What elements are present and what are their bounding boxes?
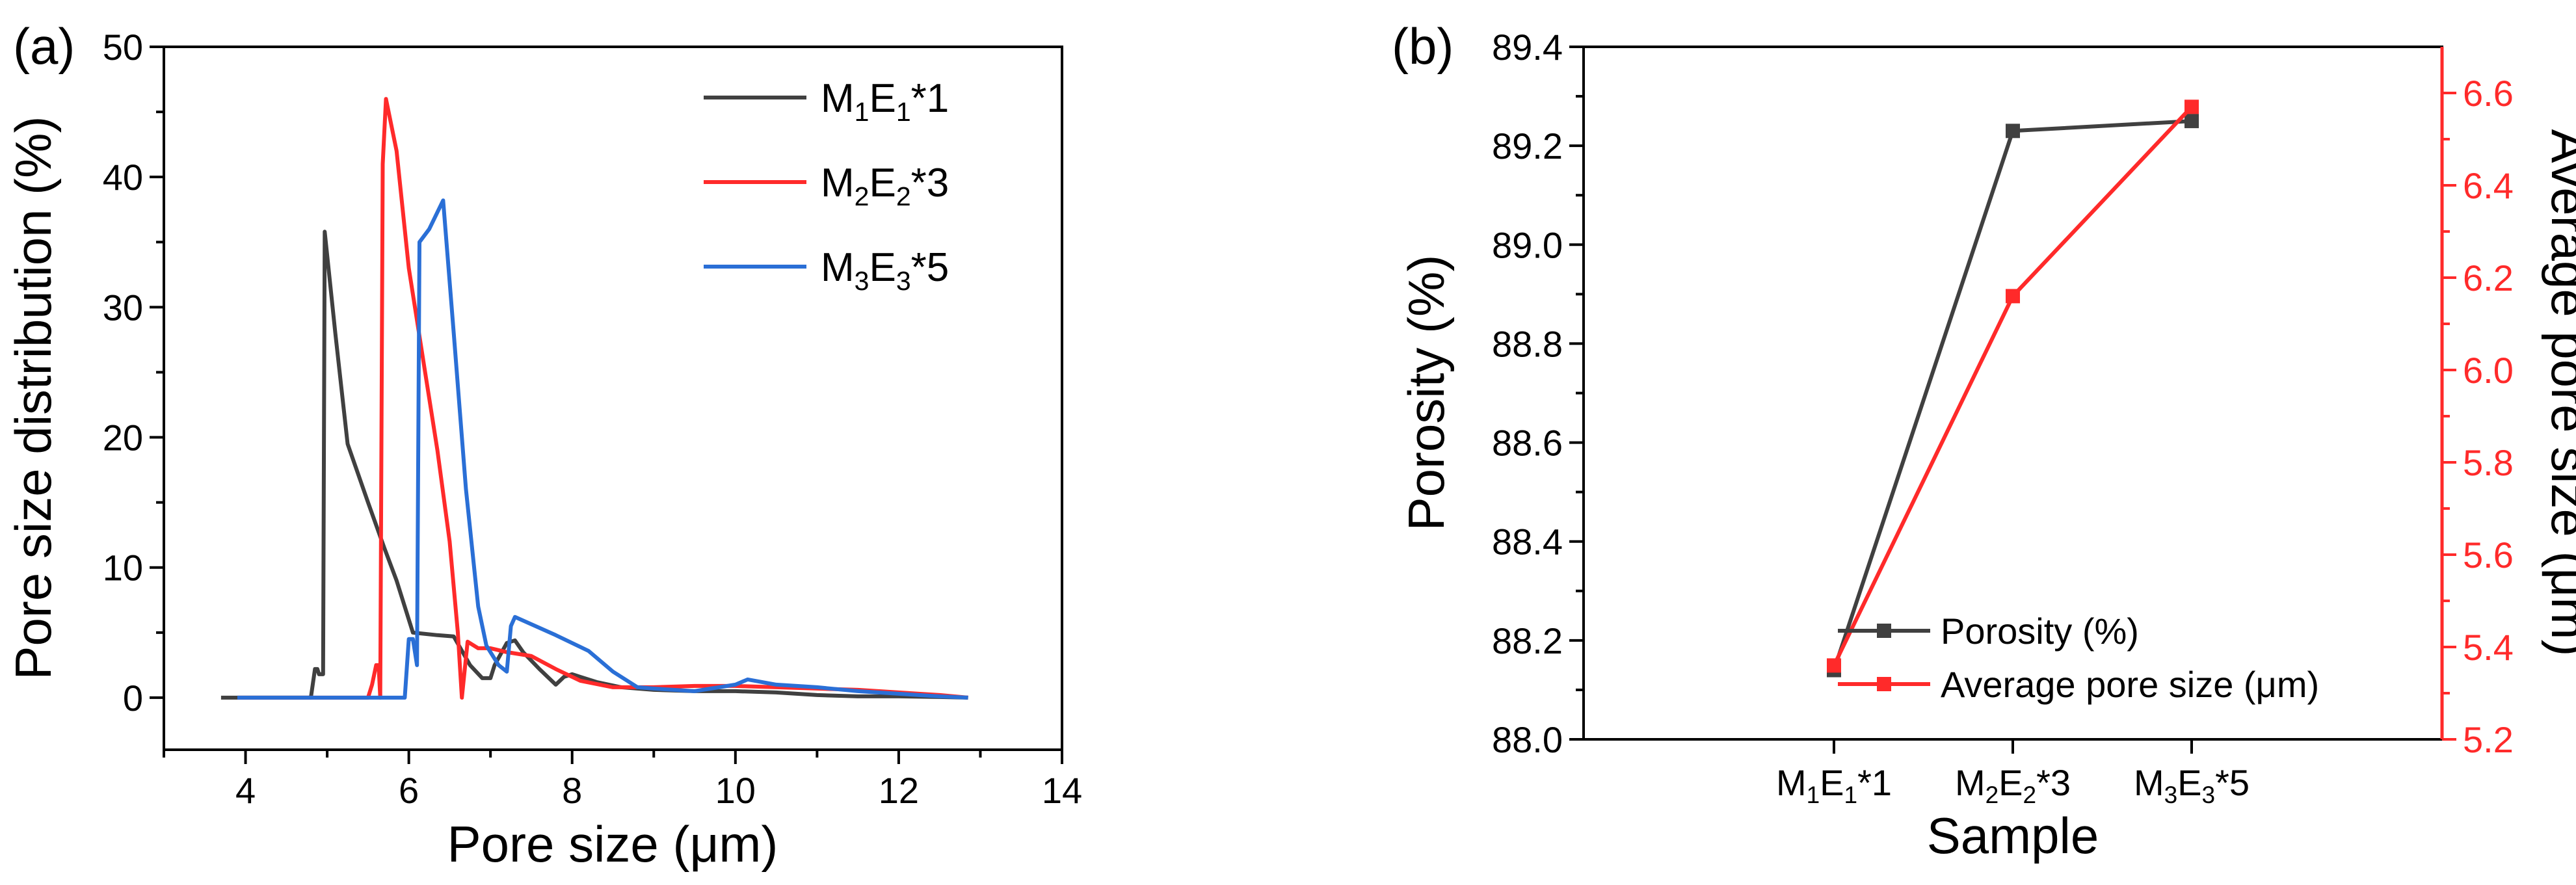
panel-b-y-tick-label: 88.4 xyxy=(1492,522,1563,562)
panel-a-x-tick-label: 4 xyxy=(235,770,256,811)
panel-b-x-tick-label-1-part: M xyxy=(1776,762,1807,803)
panel-b-x-tick-label-3-part: E xyxy=(2177,762,2201,803)
panel-a-legend-label-1-part: E xyxy=(869,76,896,121)
panel-b-y2-tick-label: 6.2 xyxy=(2463,258,2514,298)
panel-a-legend-label-2: M2E2*3 xyxy=(821,161,949,211)
panel-b-x-tick-label-3-part: M xyxy=(2134,762,2164,803)
panel-a-y-tick-label: 20 xyxy=(103,417,143,458)
panel-a-legend-label-3-part: *5 xyxy=(911,245,949,290)
panel-a-legend-label-3-part: E xyxy=(869,245,896,290)
panel-a-legend-label-1-part: *1 xyxy=(911,76,949,121)
panel-a-legend-label-2-part: E xyxy=(869,161,896,205)
panel-a-series-line-1 xyxy=(220,230,968,700)
panel-b-y2-tick-label: 5.8 xyxy=(2463,442,2514,483)
panel-b-x-tick-label-3-subscript: 3 xyxy=(2202,782,2216,808)
panel-b-x-tick-label-1-part: E xyxy=(1820,762,1844,803)
panel-a-x-tick-label: 6 xyxy=(399,770,419,811)
panel-b-x-tick-label-1-part: *1 xyxy=(1857,762,1892,803)
panel-b-legend-marker-1 xyxy=(1877,624,1891,638)
panel-b-legend-label-2: Average pore size (μm) xyxy=(1941,664,2319,705)
panel-a-legend-label-1-part: M xyxy=(821,76,855,121)
panel-b-tag: (b) xyxy=(1392,18,1454,75)
panel-b-series-1-point-3 xyxy=(2184,114,2199,129)
panel-a-legend-label-2-subscript: 2 xyxy=(855,181,870,211)
panel-a-series-line-3 xyxy=(237,198,968,700)
panel-a-y-tick-label: 40 xyxy=(103,157,143,198)
panel-b-x-tick-label-3: M3E3*5 xyxy=(2134,762,2250,808)
panel-b-y2-tick-label: 5.6 xyxy=(2463,535,2514,575)
panel-a-plot-frame xyxy=(163,46,1063,751)
panel-b-series-line-1 xyxy=(1832,119,2192,671)
panel-a-legend-label-3: M3E3*5 xyxy=(821,245,949,296)
panel-b-x-tick-label-2-subscript: 2 xyxy=(2023,782,2037,808)
panel-b-legend-label-1: Porosity (%) xyxy=(1941,611,2139,652)
panel-a-x-tick-label: 10 xyxy=(715,770,756,811)
panel-a-x-axis-label: Pore size (μm) xyxy=(447,815,778,873)
panel-a-legend-label-2-part: *3 xyxy=(911,161,949,205)
panel-b-series-2-point-2 xyxy=(2006,289,2020,304)
panel-b-y2-tick-label: 6.0 xyxy=(2463,350,2514,391)
panel-b-series-1-point-2 xyxy=(2006,124,2020,139)
panel-b-x-tick-label-2-part: E xyxy=(1998,762,2023,803)
panel-b-y2-tick-label: 5.2 xyxy=(2463,719,2514,760)
panel-a-legend-label-2-subscript: 2 xyxy=(896,181,911,211)
panel-a-legend-label-2-part: M xyxy=(821,161,855,205)
panel-a-y-tick-label: 50 xyxy=(103,27,143,68)
panel-b-x-tick-label-3-part: *5 xyxy=(2215,762,2250,803)
panel-b-axes: M1E1*1 M2E2*3 M3E3*588.088.288.488.688.889… xyxy=(1492,27,2514,808)
panel-a-lines xyxy=(220,97,968,700)
panel-b-y-tick-label: 89.0 xyxy=(1492,224,1563,265)
panel-a-legend-label-3-subscript: 3 xyxy=(896,266,911,296)
panel-b-x-tick-label-1-subscript: 1 xyxy=(1844,782,1858,808)
panel-a-y-tick-label: 0 xyxy=(123,678,143,719)
panel-b-lines xyxy=(1827,99,2199,678)
panel-a-legend-label-1: M1E1*1 xyxy=(821,76,949,127)
panel-b-y2-tick-label: 6.6 xyxy=(2463,73,2514,114)
panel-b-series-2-point-3 xyxy=(2184,99,2199,114)
panel-b: (b) M1E1*1 M2E2*3 M3E3*588.088.288.488.688… xyxy=(1392,18,2576,864)
panel-b-y2-tick-label: 5.4 xyxy=(2463,627,2514,668)
panel-a-legend-label-3-part: M xyxy=(821,245,855,290)
panel-b-y2-axis-label: Average pore size (μm) xyxy=(2541,129,2576,657)
panel-b-series-line-2 xyxy=(1832,105,2194,667)
panel-a-y-tick-label: 10 xyxy=(103,548,143,588)
panel-b-y-tick-label: 88.2 xyxy=(1492,620,1563,661)
panel-a-tag: (a) xyxy=(13,18,75,75)
panel-b-y2-tick-label: 6.4 xyxy=(2463,165,2514,206)
panel-b-x-tick-label-2: M2E2*3 xyxy=(1955,762,2071,808)
panel-a-y-axis-label: Pore size distribution (%) xyxy=(5,116,62,680)
panel-b-y-axis-label: Porosity (%) xyxy=(1398,255,1455,531)
panel-b-x-tick-label-3-subscript: 3 xyxy=(2164,782,2178,808)
panel-a-x-tick-label: 8 xyxy=(562,770,582,811)
panel-b-legend: Porosity (%) Average pore size (μm) xyxy=(1838,611,2319,705)
panel-b-y-tick-label: 88.0 xyxy=(1492,719,1563,760)
panel-b-y-tick-label: 89.4 xyxy=(1492,27,1563,68)
panel-b-y-tick-label: 88.6 xyxy=(1492,423,1563,464)
panel-a-y-tick-label: 30 xyxy=(103,287,143,328)
panel-a-legend-label-1-subscript: 1 xyxy=(896,97,911,127)
panel-b-x-tick-label-2-subscript: 2 xyxy=(1985,782,1999,808)
panel-b-x-tick-label-2-part: *3 xyxy=(2036,762,2071,803)
panel-b-x-tick-label-1-subscript: 1 xyxy=(1807,782,1820,808)
panel-b-x-axis-label: Sample xyxy=(1927,807,2099,864)
panel-a-legend-label-1-subscript: 1 xyxy=(855,97,870,127)
panel-b-y-tick-label: 88.8 xyxy=(1492,323,1563,364)
panel-a-x-tick-label: 14 xyxy=(1042,770,1082,811)
panel-b-x-tick-label-1: M1E1*1 xyxy=(1776,762,1892,808)
panel-b-legend-marker-2 xyxy=(1877,677,1891,691)
panel-a-x-tick-label: 12 xyxy=(879,770,919,811)
panel-a-legend-label-3-subscript: 3 xyxy=(855,266,870,296)
panel-a-series-line-2 xyxy=(237,97,968,700)
panel-b-series-2-point-1 xyxy=(1827,658,1841,673)
panel-b-x-tick-label-2-part: M xyxy=(1955,762,1985,803)
panel-b-y-tick-label: 89.2 xyxy=(1492,125,1563,166)
